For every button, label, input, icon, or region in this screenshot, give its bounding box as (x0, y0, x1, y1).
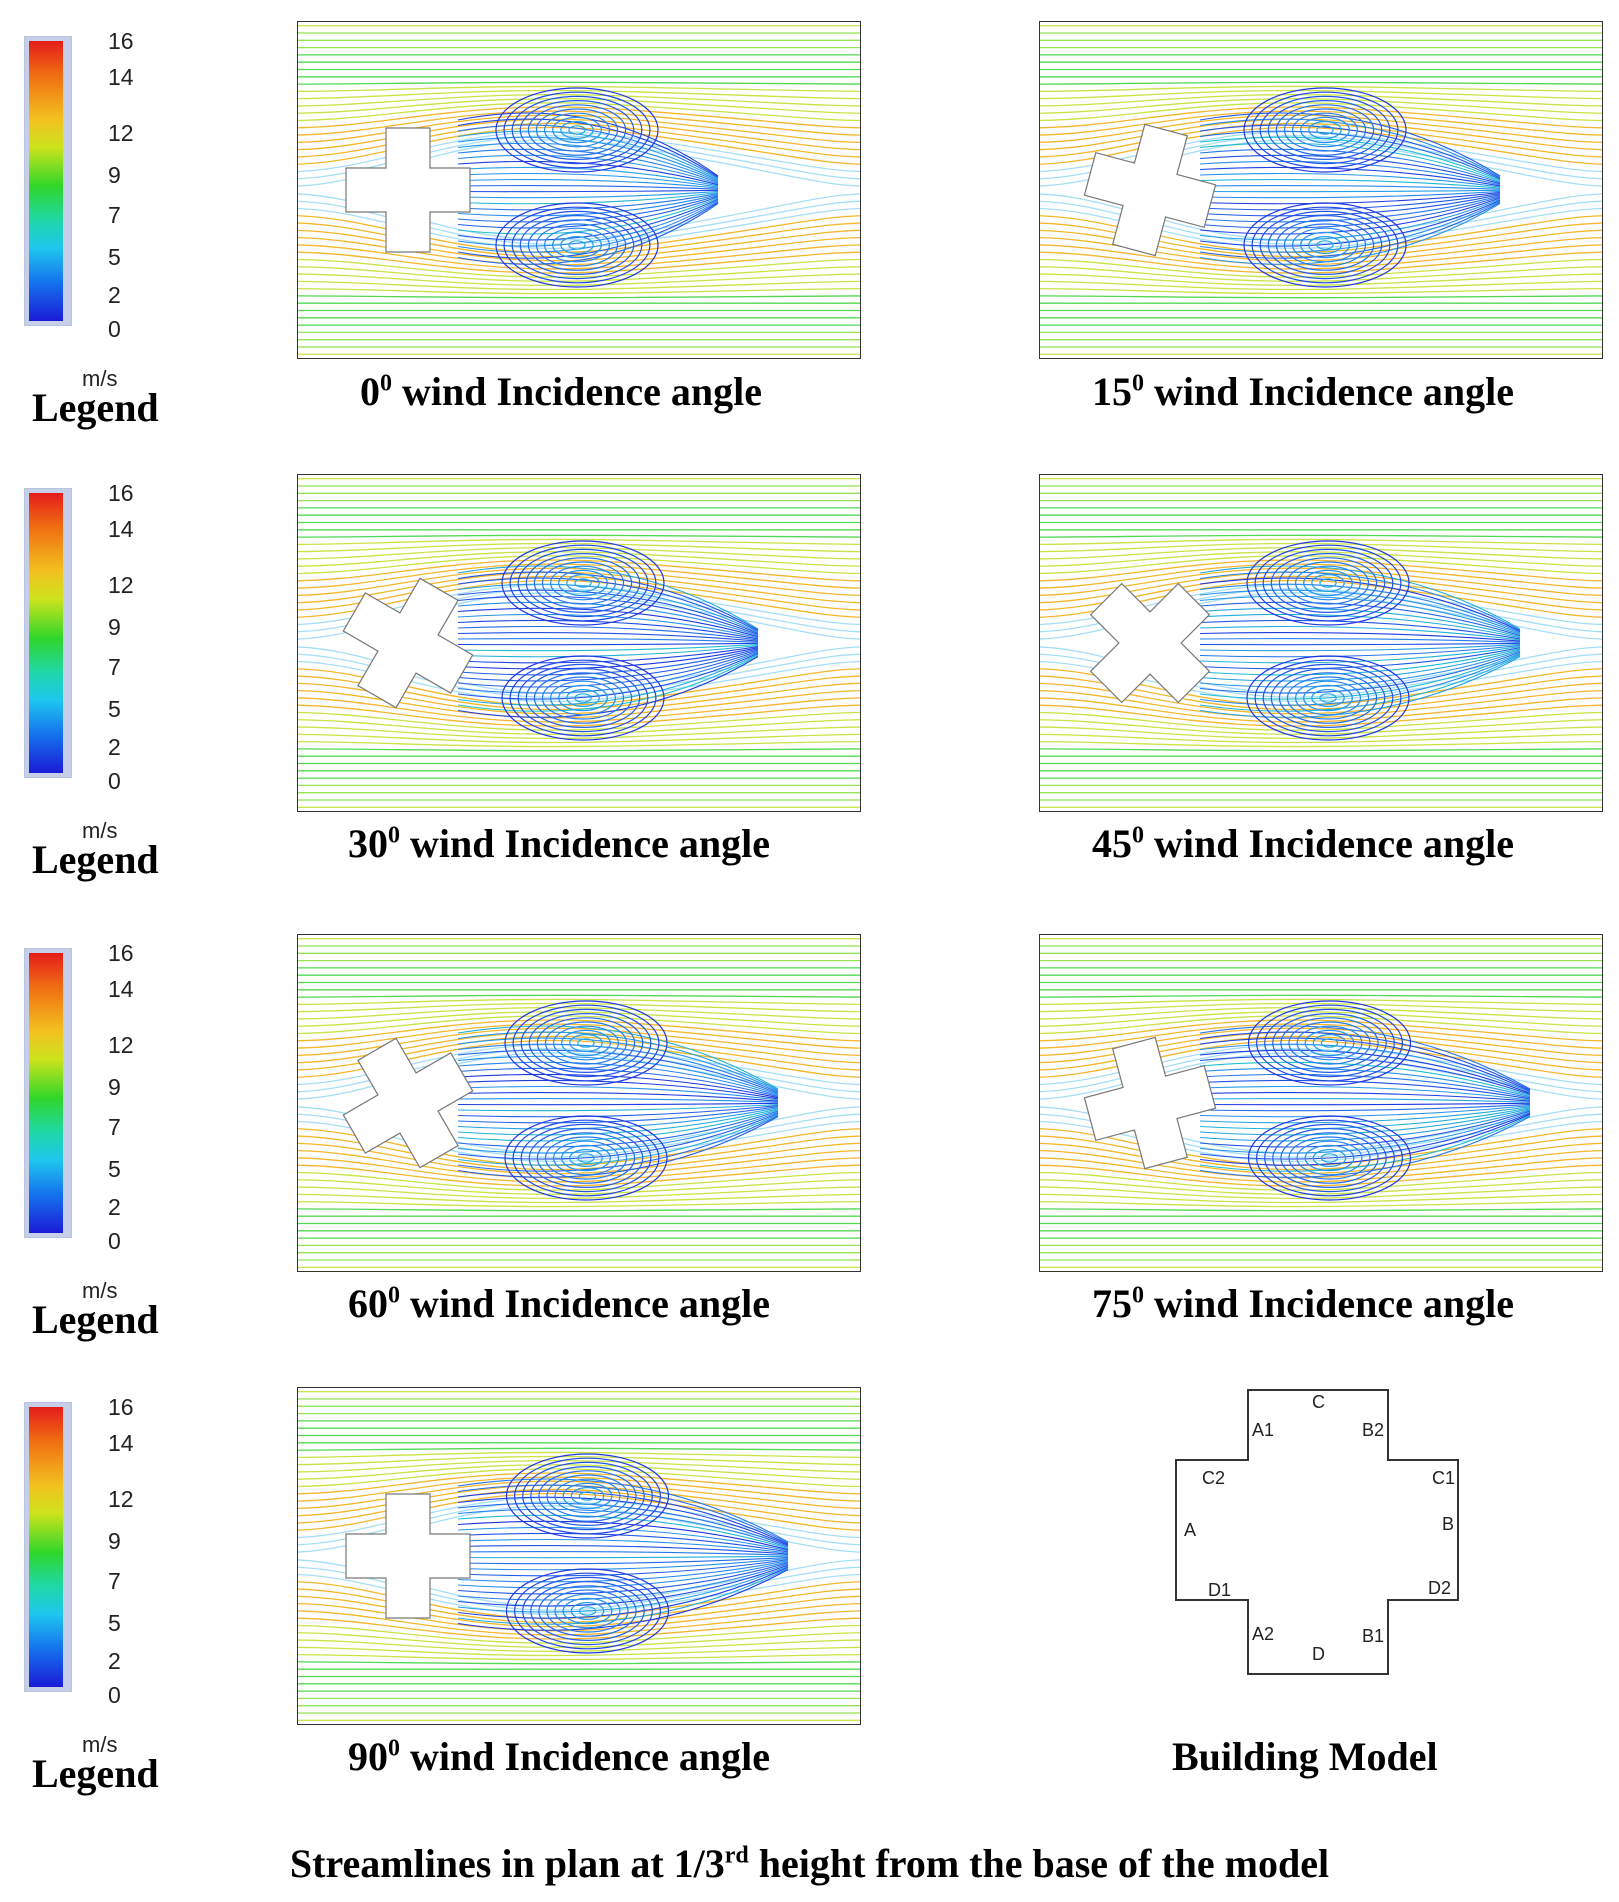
tick: 5 (108, 1158, 121, 1181)
tick: 0 (108, 318, 121, 341)
streamline-panel-45 (1039, 474, 1603, 812)
legend-row-1: 16 14 12 9 7 5 2 0 m/s Legend (0, 24, 200, 444)
tick: 16 (108, 942, 134, 965)
colorbar-gradient (29, 953, 63, 1233)
streamline-svg (298, 22, 860, 358)
streamline-svg (1040, 22, 1602, 358)
label-D1: D1 (1208, 1580, 1231, 1600)
label-B1: B1 (1362, 1626, 1384, 1646)
panel-caption-75: 750 wind Incidence angle (1092, 1280, 1514, 1327)
tick: 7 (108, 1116, 121, 1139)
colorbar (24, 948, 72, 1238)
panel-caption-30: 300 wind Incidence angle (348, 820, 770, 867)
tick: 2 (108, 1196, 121, 1219)
tick: 16 (108, 1396, 134, 1419)
panel-caption-15: 150 wind Incidence angle (1092, 368, 1514, 415)
figure-caption: Streamlines in plan at 1/3rd height from… (0, 1840, 1619, 1887)
building-model-diagram: C A1 B2 C2 C1 A B D1 D2 A2 D B1 (1168, 1384, 1468, 1684)
tick: 12 (108, 1034, 134, 1057)
streamline-panel-0 (297, 21, 861, 359)
streamline-panel-15 (1039, 21, 1603, 359)
tick: 16 (108, 30, 134, 53)
streamline-svg (298, 1388, 860, 1724)
label-D2: D2 (1428, 1578, 1451, 1598)
tick: 2 (108, 284, 121, 307)
tick: 0 (108, 1230, 121, 1253)
tick: 14 (108, 66, 134, 89)
streamline-panel-30 (297, 474, 861, 812)
tick: 14 (108, 978, 134, 1001)
colorbar (24, 36, 72, 326)
label-B: B (1442, 1514, 1454, 1534)
streamline-svg (298, 475, 860, 811)
tick: 2 (108, 736, 121, 759)
legend-title: Legend (32, 836, 159, 883)
tick: 12 (108, 122, 134, 145)
tick: 5 (108, 1612, 121, 1635)
legend-row-2: 16 14 12 9 7 5 2 0 m/s Legend (0, 476, 200, 896)
tick: 0 (108, 770, 121, 793)
label-B2: B2 (1362, 1420, 1384, 1440)
colorbar (24, 488, 72, 778)
panel-caption-90: 900 wind Incidence angle (348, 1733, 770, 1780)
panel-caption-45: 450 wind Incidence angle (1092, 820, 1514, 867)
tick: 14 (108, 1432, 134, 1455)
legend-title: Legend (32, 1296, 159, 1343)
tick: 12 (108, 1488, 134, 1511)
tick: 5 (108, 246, 121, 269)
streamline-svg (1040, 935, 1602, 1271)
building-model-title: Building Model (1172, 1733, 1438, 1780)
tick: 7 (108, 656, 121, 679)
label-A2: A2 (1252, 1624, 1274, 1644)
tick: 16 (108, 482, 134, 505)
tick: 7 (108, 204, 121, 227)
tick: 2 (108, 1650, 121, 1673)
colorbar-gradient (29, 493, 63, 773)
streamline-panel-60 (297, 934, 861, 1272)
legend-row-3: 16 14 12 9 7 5 2 0 m/s Legend (0, 936, 200, 1356)
label-D: D (1312, 1644, 1325, 1664)
colorbar-gradient (29, 41, 63, 321)
panel-caption-60: 600 wind Incidence angle (348, 1280, 770, 1327)
label-A1: A1 (1252, 1420, 1274, 1440)
panel-caption-0: 00 wind Incidence angle (360, 368, 762, 415)
streamline-svg (1040, 475, 1602, 811)
tick: 9 (108, 1076, 121, 1099)
streamline-svg (298, 935, 860, 1271)
tick: 7 (108, 1570, 121, 1593)
tick: 9 (108, 616, 121, 639)
tick: 12 (108, 574, 134, 597)
streamline-panel-90 (297, 1387, 861, 1725)
legend-row-4: 16 14 12 9 7 5 2 0 m/s Legend (0, 1390, 200, 1810)
colorbar-gradient (29, 1407, 63, 1687)
label-C2: C2 (1202, 1468, 1225, 1488)
building-outline (1176, 1390, 1458, 1674)
legend-title: Legend (32, 384, 159, 431)
colorbar (24, 1402, 72, 1692)
label-C1: C1 (1432, 1468, 1455, 1488)
tick: 9 (108, 164, 121, 187)
tick: 14 (108, 518, 134, 541)
label-C: C (1312, 1392, 1325, 1412)
legend-title: Legend (32, 1750, 159, 1797)
streamline-panel-75 (1039, 934, 1603, 1272)
tick: 5 (108, 698, 121, 721)
label-A: A (1184, 1520, 1196, 1540)
tick: 9 (108, 1530, 121, 1553)
tick: 0 (108, 1684, 121, 1707)
